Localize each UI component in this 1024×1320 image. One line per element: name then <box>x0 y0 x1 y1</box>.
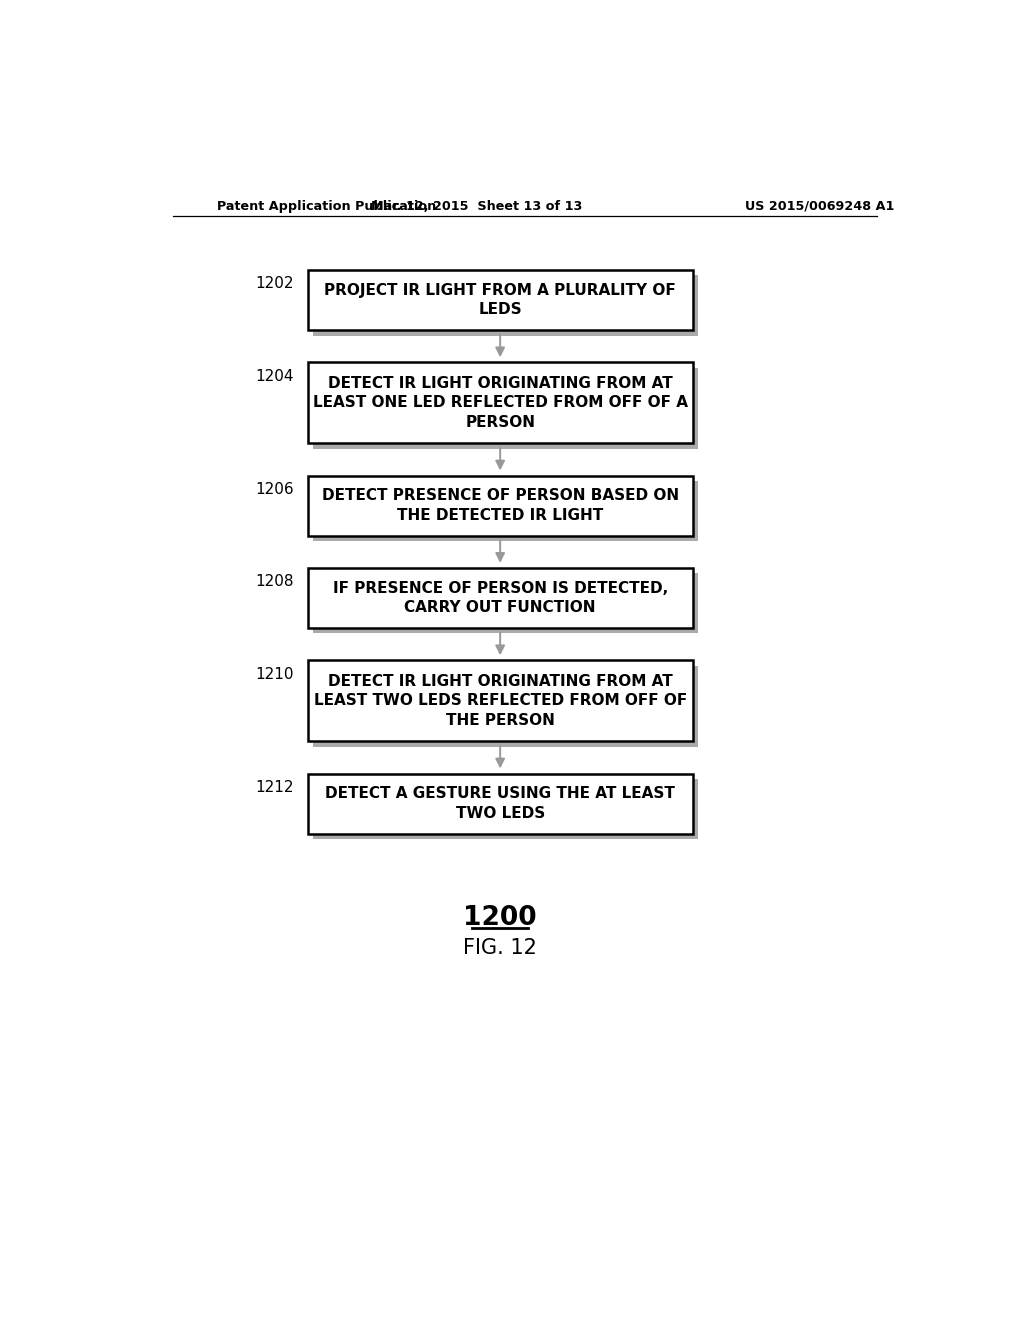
Text: IF PRESENCE OF PERSON IS DETECTED,
CARRY OUT FUNCTION: IF PRESENCE OF PERSON IS DETECTED, CARRY… <box>333 581 668 615</box>
Bar <box>313 276 698 335</box>
Bar <box>307 475 692 536</box>
Bar <box>313 480 698 541</box>
Bar <box>307 568 692 628</box>
Text: DETECT PRESENCE OF PERSON BASED ON
THE DETECTED IR LIGHT: DETECT PRESENCE OF PERSON BASED ON THE D… <box>322 488 679 523</box>
Text: 1206: 1206 <box>255 482 294 496</box>
Bar <box>307 660 692 742</box>
Bar <box>313 665 698 747</box>
Text: DETECT IR LIGHT ORIGINATING FROM AT
LEAST ONE LED REFLECTED FROM OFF OF A
PERSON: DETECT IR LIGHT ORIGINATING FROM AT LEAS… <box>312 376 688 430</box>
Text: 1210: 1210 <box>255 667 294 681</box>
Bar <box>307 363 692 444</box>
Bar <box>313 779 698 840</box>
Bar <box>307 774 692 834</box>
Text: 1200: 1200 <box>463 906 537 932</box>
Text: 1202: 1202 <box>255 276 294 292</box>
Text: DETECT IR LIGHT ORIGINATING FROM AT
LEAST TWO LEDS REFLECTED FROM OFF OF
THE PER: DETECT IR LIGHT ORIGINATING FROM AT LEAS… <box>313 673 687 729</box>
Bar <box>313 368 698 449</box>
Text: 1204: 1204 <box>255 368 294 384</box>
Text: FIG. 12: FIG. 12 <box>463 937 538 957</box>
Text: Mar. 12, 2015  Sheet 13 of 13: Mar. 12, 2015 Sheet 13 of 13 <box>372 199 583 213</box>
Text: PROJECT IR LIGHT FROM A PLURALITY OF
LEDS: PROJECT IR LIGHT FROM A PLURALITY OF LED… <box>325 282 676 318</box>
Bar <box>307 271 692 330</box>
Text: DETECT A GESTURE USING THE AT LEAST
TWO LEDS: DETECT A GESTURE USING THE AT LEAST TWO … <box>326 787 675 821</box>
Bar <box>313 573 698 634</box>
Text: 1212: 1212 <box>255 780 294 795</box>
Text: Patent Application Publication: Patent Application Publication <box>217 199 436 213</box>
Text: 1208: 1208 <box>255 574 294 589</box>
Text: US 2015/0069248 A1: US 2015/0069248 A1 <box>745 199 894 213</box>
